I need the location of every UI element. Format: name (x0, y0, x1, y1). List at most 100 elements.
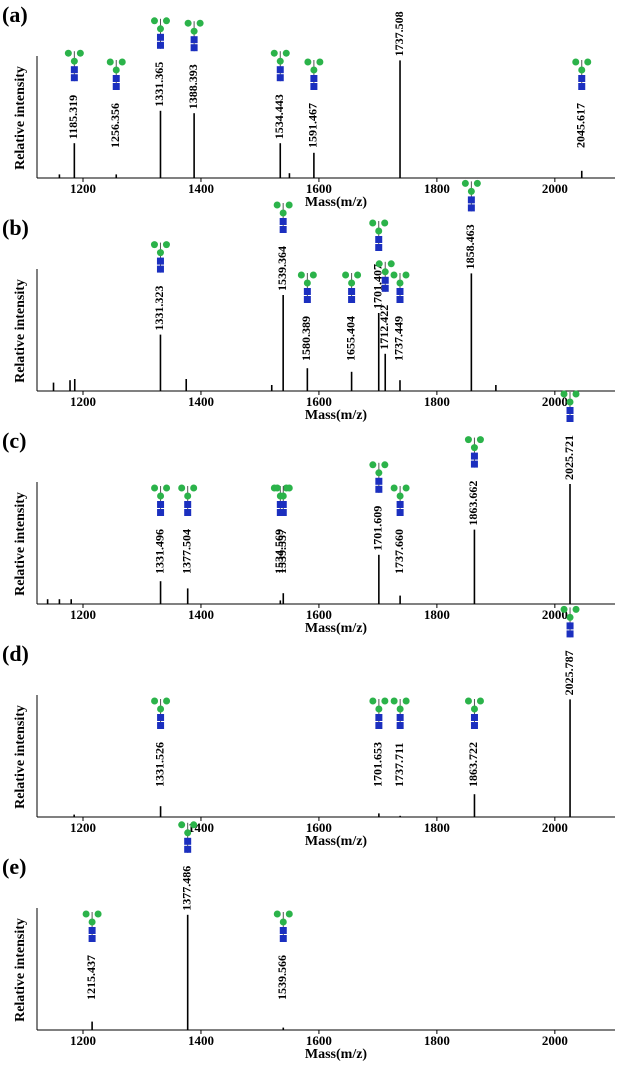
glycan-icon (304, 58, 324, 90)
glycan-glcnac (156, 41, 164, 49)
x-axis-label: Mass(m/z) (305, 621, 368, 636)
glycan-glcnac (396, 509, 404, 516)
glycan-man (285, 484, 293, 492)
peak-label: 1377.504 (179, 529, 193, 574)
glycan-icon (151, 484, 171, 516)
glycan-glcnac (184, 501, 192, 508)
peak-label: 1331.496 (152, 529, 166, 574)
glycan-glcnac (467, 204, 475, 212)
panel-label: (c) (2, 428, 26, 453)
glycan-glcnac (381, 276, 389, 284)
glycan-man (156, 25, 164, 33)
glycan-man (190, 484, 198, 492)
glycan-man (572, 390, 580, 398)
glycan-man (402, 484, 410, 492)
glycan-icon (178, 821, 198, 853)
glycan-man (184, 19, 192, 27)
x-tick-label: 1400 (188, 394, 214, 409)
glycan-glcnac (190, 36, 198, 44)
glycan-glcnac (112, 75, 120, 82)
peak-label: 2025.721 (562, 435, 576, 480)
glycan-man (381, 219, 389, 227)
glycan-man (381, 268, 389, 276)
glycan-man (82, 910, 90, 918)
x-tick-label: 2000 (542, 394, 568, 409)
glycan-man (560, 605, 568, 613)
panel-label: (a) (2, 2, 28, 27)
peak-label: 1256.356 (108, 103, 122, 148)
glycan-glcnac (310, 83, 318, 90)
glycan-glcnac (375, 722, 383, 729)
glycan-man (375, 705, 383, 713)
glycan-man (178, 821, 186, 829)
glycan-man (112, 66, 120, 74)
glycan-icon (273, 201, 293, 233)
peak-label: 1539.566 (275, 955, 289, 1000)
x-tick-label: 1800 (424, 820, 450, 835)
glycan-man (390, 271, 398, 279)
glycan-glcnac (578, 75, 586, 82)
glycan-glcnac (348, 288, 356, 295)
glycan-icon (560, 605, 580, 638)
x-tick-label: 1800 (424, 1033, 450, 1048)
peak-label: 1701.407 (370, 264, 384, 309)
y-axis-label: Relative intensity (13, 705, 28, 809)
glycan-glcnac (470, 722, 478, 729)
x-tick-label: 1400 (188, 1033, 214, 1048)
glycan-icon (369, 697, 389, 729)
glycan-man (402, 271, 410, 279)
x-tick-label: 1200 (70, 607, 96, 622)
glycan-glcnac (276, 74, 284, 82)
peak-label: 1737.449 (392, 316, 406, 361)
glycan-man (157, 492, 165, 500)
glycan-icon (184, 19, 204, 52)
x-tick-label: 2000 (542, 1033, 568, 1048)
glycan-icon (560, 390, 580, 422)
glycan-man (348, 279, 356, 287)
glycan-glcnac (157, 714, 165, 721)
x-axis-label: Mass(m/z) (305, 834, 368, 849)
glycan-man (156, 249, 164, 257)
peak-label: 1215.437 (84, 955, 98, 1000)
glycan-glcnac (396, 288, 404, 295)
glycan-glcnac (279, 218, 287, 225)
glycan-icon (273, 484, 293, 516)
glycan-glcnac (156, 265, 164, 273)
glycan-glcnac (310, 75, 318, 82)
glycan-man (396, 705, 404, 713)
glycan-glcnac (157, 501, 165, 508)
glycan-man (196, 19, 204, 27)
peak-label: 1701.609 (371, 506, 385, 551)
glycan-man (273, 910, 281, 918)
glycan-man (303, 279, 311, 287)
glycan-glcnac (381, 284, 389, 292)
glycan-glcnac (88, 927, 96, 934)
glycan-man (572, 58, 580, 66)
y-axis-label: Relative intensity (13, 279, 28, 383)
glycan-man (476, 436, 484, 444)
glycan-man (396, 279, 404, 287)
glycan-glcnac (156, 33, 164, 41)
x-tick-label: 1400 (188, 607, 214, 622)
glycan-glcnac (396, 501, 404, 508)
glycan-glcnac (190, 44, 198, 52)
peak-label: 1539.557 (275, 529, 289, 574)
glycan-glcnac (88, 935, 96, 942)
glycan-man (151, 484, 159, 492)
glycan-man (566, 613, 574, 621)
glycan-glcnac (566, 622, 574, 630)
glycan-man (476, 697, 484, 705)
glycan-glcnac (348, 296, 356, 303)
glycan-man (470, 444, 478, 452)
glycan-man (150, 17, 158, 25)
glycan-man (310, 66, 318, 74)
glycan-man (163, 697, 171, 705)
glycan-man (162, 241, 170, 249)
peak-label: 1388.393 (186, 64, 200, 109)
peak-label: 2025.787 (562, 650, 576, 695)
glycan-icon (461, 179, 481, 212)
glycan-glcnac (184, 837, 192, 845)
glycan-man (150, 241, 158, 249)
glycan-icon (369, 461, 389, 493)
peak-label: 1331.365 (152, 62, 166, 107)
